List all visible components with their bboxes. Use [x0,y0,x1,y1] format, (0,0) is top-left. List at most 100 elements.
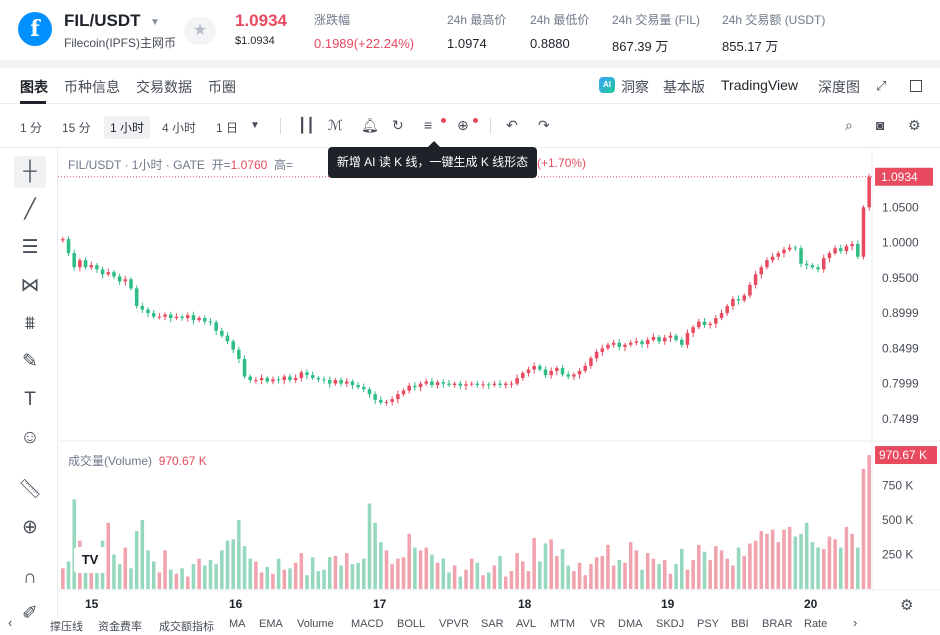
candle-body[interactable] [163,314,167,317]
volume-bar[interactable] [339,565,343,589]
candle-body[interactable] [100,269,105,275]
candle-body[interactable] [339,380,343,384]
volume-bar[interactable] [214,564,218,589]
candle-body[interactable] [362,387,366,390]
horizontal-lines-icon[interactable]: ☰ [21,237,39,258]
volume-bar[interactable] [538,561,542,589]
candle-type-icon[interactable]: ┃┃ [298,117,315,133]
ruler-icon[interactable]: 📏︎ [17,479,43,500]
candle-body[interactable] [589,358,593,366]
candle-body[interactable] [538,365,542,370]
candle-body[interactable] [254,380,258,382]
volume-bar[interactable] [498,555,502,589]
candle-body[interactable] [503,383,508,386]
volume-bar[interactable] [435,562,440,589]
volume-bar[interactable] [543,543,548,589]
text-tool-icon[interactable]: T [24,389,36,410]
tab-coin-info[interactable]: 币种信息 [64,79,120,95]
candle-body[interactable] [225,335,230,342]
chevron-right-icon[interactable]: › [853,615,858,630]
volume-bar[interactable] [146,550,150,589]
volume-bar[interactable] [714,546,718,589]
volume-bar[interactable] [697,544,701,589]
favorite-star-icon[interactable]: ★ [184,17,216,45]
candle-body[interactable] [748,284,752,296]
candle-body[interactable] [384,401,389,403]
volume-bar[interactable] [151,561,156,589]
candle-body[interactable] [776,253,781,257]
volume-bar[interactable] [577,562,582,589]
volume-bar[interactable] [95,561,99,589]
indicator-18[interactable]: Rate [804,618,828,630]
volume-bar[interactable] [765,533,769,589]
volume-bar[interactable] [288,568,292,589]
volume-bar[interactable] [628,542,633,589]
volume-bar[interactable] [742,555,746,589]
candle-body[interactable] [486,384,491,386]
volume-bar[interactable] [271,573,275,589]
ai-kline-icon[interactable]: ≡ [424,117,433,133]
volume-bar[interactable] [827,536,832,589]
candle-body[interactable] [95,265,99,270]
volume-bar[interactable] [327,557,332,589]
volume-bar[interactable] [492,565,497,589]
candle-body[interactable] [469,383,474,385]
candle-body[interactable] [839,248,843,252]
volume-bar[interactable] [469,558,474,589]
volume-bar[interactable] [220,550,224,589]
add-icon[interactable]: ⊕ [457,117,469,133]
volume-bar[interactable] [163,550,167,589]
volume-bar[interactable] [180,568,184,589]
candle-body[interactable] [850,244,854,247]
volume-bar[interactable] [867,455,871,589]
volume-bar[interactable] [475,562,480,589]
volume-bar[interactable] [799,533,803,589]
candle-body[interactable] [492,383,497,386]
volume-bar[interactable] [589,564,593,589]
volume-bar[interactable] [452,565,457,589]
candle-body[interactable] [413,385,417,388]
candle-body[interactable] [333,380,338,384]
candle-body[interactable] [407,385,411,391]
candle-body[interactable] [356,385,360,388]
candle-body[interactable] [680,339,684,345]
candle-body[interactable] [731,299,735,307]
candle-body[interactable] [742,295,746,301]
volume-bar[interactable] [839,547,843,589]
volume-bar[interactable] [856,547,860,589]
camera-icon[interactable]: ◙ [876,117,885,133]
fibonacci-icon[interactable]: ⩩ [24,313,36,334]
volume-bar[interactable] [344,553,349,589]
candle-body[interactable] [89,265,93,268]
candle-body[interactable] [322,379,326,381]
indicator-12[interactable]: VR [590,618,606,630]
gear-icon[interactable]: ⚙ [908,117,921,133]
volume-bar[interactable] [810,542,815,589]
replay-icon[interactable]: ↻ [392,117,404,133]
tradingview-logo-icon[interactable]: TV [74,547,106,573]
candle-body[interactable] [549,370,553,376]
indicator-7[interactable]: BOLL [397,618,426,630]
volume-bar[interactable] [168,569,173,589]
candle-body[interactable] [833,248,837,254]
candle-body[interactable] [498,383,502,386]
candle-body[interactable] [821,258,826,270]
volume-bar[interactable] [486,572,491,589]
volume-bar[interactable] [174,573,179,589]
volume-bar[interactable] [526,571,531,589]
volume-bar[interactable] [424,547,429,589]
candle-body[interactable] [594,351,599,359]
axis-settings-gear-icon[interactable]: ⚙ [900,597,913,614]
volume-bar[interactable] [782,529,786,589]
volume-bar[interactable] [231,539,235,589]
candle-body[interactable] [526,369,531,374]
volume-bar[interactable] [685,569,690,589]
zoom-in-icon[interactable]: ⊕ [22,517,38,538]
volume-bar[interactable] [276,558,281,589]
candle-body[interactable] [214,322,218,331]
volume-bar[interactable] [106,522,111,589]
volume-bar[interactable] [623,562,627,589]
candle-body[interactable] [532,365,536,370]
indicator-10[interactable]: AVL [516,618,536,630]
volume-bar[interactable] [129,568,133,589]
